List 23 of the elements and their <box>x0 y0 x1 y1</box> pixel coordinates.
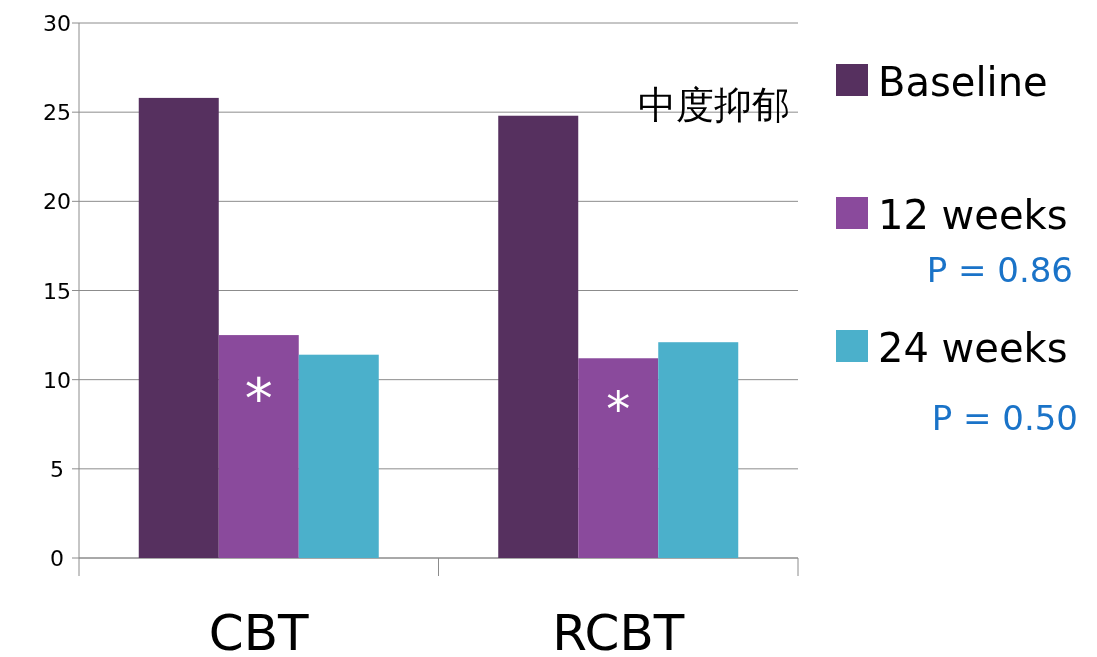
bar <box>298 354 379 558</box>
legend-label: 12 weeks <box>878 192 1068 238</box>
y-tick-label: 10 <box>43 367 71 393</box>
bar <box>218 335 299 558</box>
x-tick-label: CBT <box>208 604 310 657</box>
y-tick-label: 5 <box>50 456 64 482</box>
annotation: 中度抑郁 <box>638 83 790 127</box>
text: P = 0.50 <box>931 398 1078 438</box>
annotation: * <box>244 366 273 431</box>
bar <box>498 115 579 558</box>
bar <box>578 358 659 558</box>
bar <box>138 97 219 558</box>
x-tick-label: RCBT <box>552 604 685 657</box>
y-tick-label: 30 <box>43 11 71 36</box>
y-tick-label: 15 <box>43 278 71 304</box>
text: P = 0.86 <box>926 250 1073 290</box>
legend-label: Baseline <box>878 59 1048 105</box>
annotation: * <box>606 381 631 437</box>
bar <box>658 342 739 558</box>
y-tick-label: 25 <box>43 100 71 126</box>
legend-label: 24 weeks <box>878 325 1068 371</box>
y-tick-label: 0 <box>50 546 64 571</box>
y-tick-label: 20 <box>43 189 71 215</box>
